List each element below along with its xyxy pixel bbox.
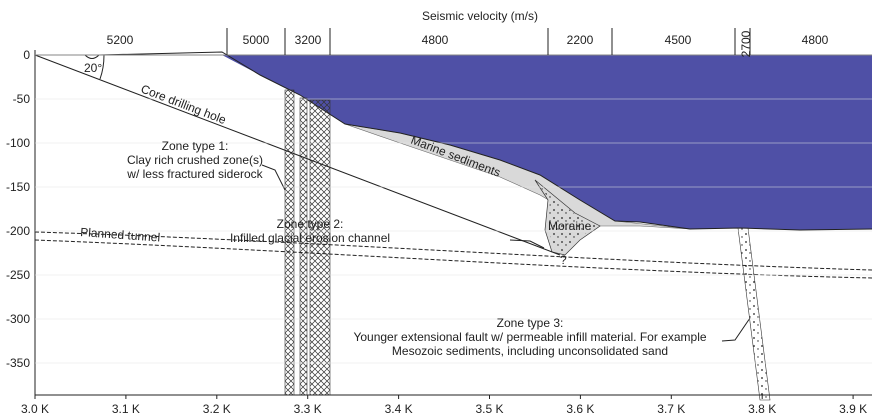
page: Seismic velocity (m/s) 3.0 K 3.1 K 3.2 K 3.… (0, 0, 874, 418)
y-tick-label: -250 (6, 268, 30, 282)
x-tick-label: 3.3 K (294, 402, 322, 416)
velocity-label: 5000 (243, 33, 270, 47)
velocity-label: 4500 (665, 33, 692, 47)
zone-1-b (300, 98, 307, 395)
annotation: Younger extensional fault w/ permeable i… (353, 330, 706, 344)
annotation: Zone type 1: (162, 139, 229, 153)
x-tick-label: 3.7 K (657, 402, 685, 416)
annotation: Planned tunnel (80, 225, 161, 245)
annotation: w/ less fractured siderock (126, 167, 263, 181)
velocity-label: 5200 (107, 33, 134, 47)
annotation: Infilled glacial erosion channel (230, 231, 390, 245)
velocity-label: 3200 (295, 33, 322, 47)
zone-1-c (310, 100, 330, 395)
y-tick-label: -200 (6, 224, 30, 238)
title: Seismic velocity (m/s) (422, 9, 538, 23)
y-tick-label: -50 (13, 92, 31, 106)
x-tick-label: 3.5 K (475, 402, 503, 416)
annotation: Zone type 3: (497, 316, 564, 330)
cross-section: Seismic velocity (m/s) 3.0 K 3.1 K 3.2 K 3.… (0, 0, 874, 418)
velocity-label: 4800 (422, 33, 449, 47)
annotation: 20° (84, 61, 102, 75)
annotation: Moraine (548, 219, 592, 233)
x-tick-label: 3.4 K (385, 402, 413, 416)
velocity-label: 4800 (802, 33, 829, 47)
x-tick-label: 3.6 K (566, 402, 594, 416)
x-tick-label: 3.0 K (21, 402, 49, 416)
annotation: Core drilling hole (139, 82, 228, 127)
y-tick-label: -300 (6, 312, 30, 326)
y-tick-label: 0 (23, 48, 30, 62)
x-tick-label: 3.9 K (839, 402, 867, 416)
fault (738, 228, 770, 400)
leader (262, 165, 285, 190)
annotation: Zone type 2: (277, 217, 344, 231)
leader (722, 318, 750, 341)
annotation: Mesozoic sediments, including unconsolid… (392, 344, 668, 358)
x-tick-label: 3.8 K (748, 402, 776, 416)
velocity-label: 2700 (739, 30, 753, 57)
y-tick-label: -100 (6, 136, 30, 150)
y-tick-label: -150 (6, 180, 30, 194)
velocity-label: 2200 (567, 33, 594, 47)
annotation: ? (560, 253, 567, 267)
annotation: Clay rich crushed zone(s) (127, 153, 263, 167)
y-tick-label: -350 (6, 356, 30, 370)
x-tick-label: 3.1 K (112, 402, 140, 416)
x-tick-label: 3.2 K (203, 402, 231, 416)
